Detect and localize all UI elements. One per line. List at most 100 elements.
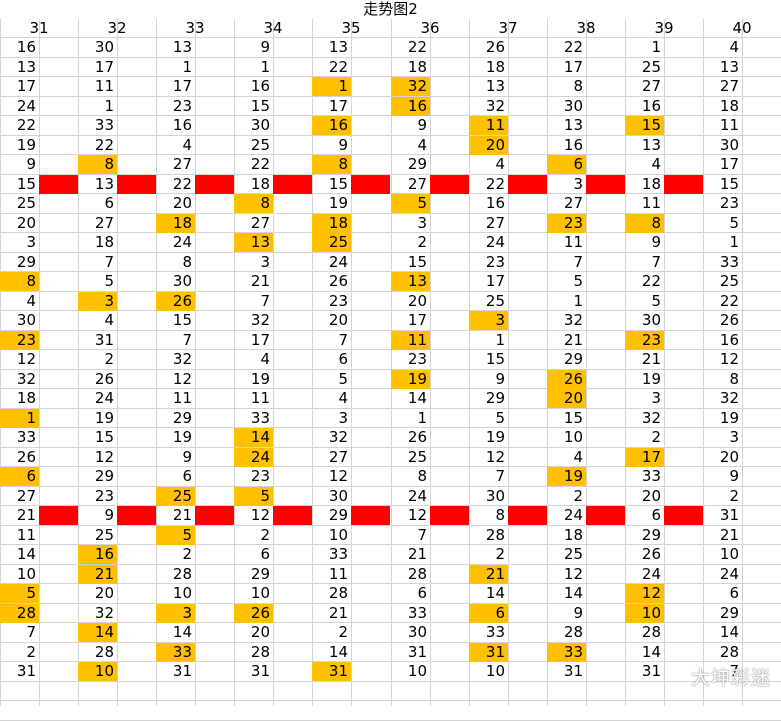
highlighted-cell: 3 (469, 311, 508, 330)
data-cell: 28 (485, 526, 505, 544)
highlighted-cell: 5 (156, 526, 195, 545)
highlighted-cell: 21 (78, 565, 117, 584)
data-cell: 7 (104, 253, 114, 271)
data-cell: 23 (407, 350, 427, 368)
highlighted-cell: 6 (469, 604, 508, 623)
highlighted-cell: 31 (312, 662, 351, 681)
data-cell: 31 (172, 662, 192, 680)
data-cell: 28 (407, 565, 427, 583)
data-cell: 12 (328, 467, 348, 485)
data-cell: 20 (94, 584, 114, 602)
data-cell: 3 (651, 389, 661, 407)
data-cell: 14 (719, 623, 739, 641)
data-cell: 30 (485, 487, 505, 505)
column-header: 36 (420, 19, 440, 37)
grid-line-horizontal (0, 525, 781, 526)
grid-line-horizontal (0, 466, 781, 467)
data-cell: 8 (417, 467, 427, 485)
data-cell: 24 (485, 233, 505, 251)
data-cell: 17 (407, 311, 427, 329)
data-cell: 29 (328, 506, 348, 524)
grid-line-horizontal (0, 505, 781, 506)
data-cell: 8 (573, 77, 583, 95)
data-cell: 25 (485, 292, 505, 310)
data-cell: 9 (338, 136, 348, 154)
highlighted-cell: 25 (156, 487, 195, 506)
highlighted-cell: 19 (547, 467, 586, 486)
data-cell: 22 (16, 116, 36, 134)
data-cell: 11 (563, 233, 583, 251)
highlighted-cell: 24 (234, 448, 273, 467)
data-cell: 15 (250, 97, 270, 115)
data-cell: 32 (641, 409, 661, 427)
grid-line-horizontal (0, 154, 781, 155)
data-cell: 20 (719, 448, 739, 466)
data-cell: 12 (250, 506, 270, 524)
data-cell: 17 (485, 272, 505, 290)
grid-line-vertical (351, 19, 352, 706)
data-cell: 30 (250, 116, 270, 134)
data-cell: 7 (260, 292, 270, 310)
data-cell: 31 (94, 331, 114, 349)
highlighted-cell: 26 (156, 292, 195, 311)
highlighted-cell: 5 (0, 584, 39, 603)
data-cell: 25 (250, 136, 270, 154)
data-cell: 32 (719, 389, 739, 407)
data-cell: 30 (172, 272, 192, 290)
data-cell: 33 (328, 545, 348, 563)
data-cell: 29 (719, 604, 739, 622)
data-cell: 24 (328, 253, 348, 271)
data-cell: 32 (328, 428, 348, 446)
data-cell: 6 (729, 584, 739, 602)
grid-line-vertical (391, 19, 392, 706)
data-cell: 33 (250, 409, 270, 427)
highlighted-cell: 26 (234, 604, 273, 623)
data-cell: 30 (407, 623, 427, 641)
data-cell: 4 (338, 389, 348, 407)
data-cell: 13 (328, 38, 348, 56)
data-cell: 10 (719, 545, 739, 563)
grid-line-horizontal (0, 349, 781, 350)
data-cell: 32 (485, 97, 505, 115)
highlighted-cell: 31 (469, 643, 508, 662)
highlighted-cell: 16 (312, 116, 351, 135)
highlighted-cell: 28 (0, 604, 39, 623)
highlighted-cell: 33 (547, 643, 586, 662)
data-cell: 20 (641, 487, 661, 505)
separator-bar (430, 506, 469, 525)
data-cell: 4 (104, 311, 114, 329)
data-cell: 22 (172, 175, 192, 193)
data-cell: 1 (729, 233, 739, 251)
data-cell: 32 (94, 604, 114, 622)
data-cell: 20 (16, 214, 36, 232)
data-cell: 9 (104, 506, 114, 524)
data-cell: 32 (250, 311, 270, 329)
data-cell: 25 (719, 272, 739, 290)
data-cell: 14 (641, 643, 661, 661)
highlighted-cell: 6 (547, 155, 586, 174)
data-cell: 21 (250, 272, 270, 290)
highlighted-cell: 14 (234, 428, 273, 447)
data-cell: 14 (485, 584, 505, 602)
data-cell: 2 (260, 526, 270, 544)
data-cell: 24 (719, 565, 739, 583)
highlighted-cell: 23 (547, 214, 586, 233)
data-cell: 22 (328, 58, 348, 76)
data-cell: 17 (563, 58, 583, 76)
separator-bar (273, 175, 312, 194)
grid-line-horizontal (0, 310, 781, 311)
highlighted-cell: 10 (78, 662, 117, 681)
data-cell: 11 (250, 389, 270, 407)
column-header: 31 (29, 19, 49, 37)
data-cell: 16 (485, 194, 505, 212)
data-cell: 2 (26, 643, 36, 661)
grid-line-vertical (0, 19, 1, 706)
column-header: 34 (263, 19, 283, 37)
data-cell: 30 (719, 136, 739, 154)
data-cell: 15 (407, 253, 427, 271)
data-cell: 8 (495, 506, 505, 524)
data-cell: 13 (719, 58, 739, 76)
data-cell: 13 (485, 77, 505, 95)
separator-bar (195, 175, 234, 194)
